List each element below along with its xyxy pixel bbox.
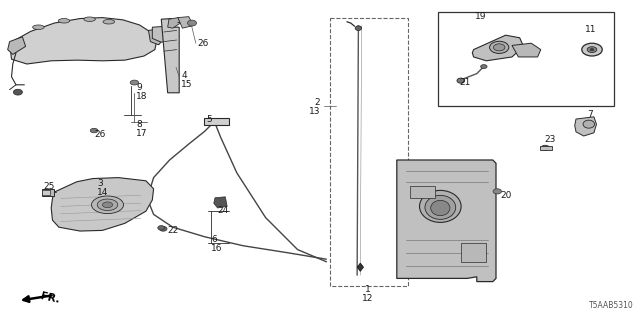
Text: 9: 9 (136, 83, 142, 92)
Text: 16: 16 (211, 244, 223, 253)
Text: 2: 2 (314, 98, 320, 107)
Ellipse shape (90, 128, 98, 133)
Ellipse shape (493, 189, 502, 194)
Ellipse shape (457, 78, 465, 83)
Ellipse shape (33, 25, 44, 29)
Ellipse shape (97, 199, 118, 211)
Polygon shape (8, 37, 26, 54)
Ellipse shape (92, 196, 124, 214)
Text: 7: 7 (588, 110, 593, 119)
Polygon shape (51, 178, 154, 231)
Polygon shape (168, 18, 180, 28)
Ellipse shape (588, 47, 596, 52)
Ellipse shape (420, 190, 461, 222)
Text: 19: 19 (475, 12, 486, 21)
Text: 22: 22 (168, 226, 179, 235)
Polygon shape (214, 197, 227, 208)
Text: 5: 5 (206, 115, 212, 124)
Text: 11: 11 (585, 25, 596, 34)
Bar (330, 18, 408, 286)
Text: 18: 18 (136, 92, 148, 100)
Polygon shape (148, 29, 165, 45)
Polygon shape (10, 18, 157, 64)
Ellipse shape (58, 19, 70, 23)
Ellipse shape (493, 44, 505, 51)
Bar (42, 189, 54, 196)
Text: 4: 4 (181, 71, 187, 80)
Text: 3: 3 (97, 179, 103, 188)
Polygon shape (410, 186, 435, 198)
Text: 20: 20 (500, 191, 512, 200)
Text: 17: 17 (136, 129, 148, 138)
Ellipse shape (159, 227, 167, 231)
Ellipse shape (157, 226, 165, 230)
Text: 25: 25 (44, 182, 55, 191)
Polygon shape (512, 43, 541, 57)
Text: FR.: FR. (40, 291, 61, 305)
Ellipse shape (481, 65, 487, 68)
Ellipse shape (541, 145, 550, 150)
Polygon shape (575, 117, 596, 136)
Bar (540, 146, 552, 150)
Text: 1: 1 (365, 285, 370, 294)
Ellipse shape (84, 17, 95, 21)
Polygon shape (161, 19, 179, 93)
Text: 26: 26 (197, 39, 209, 48)
Ellipse shape (102, 202, 113, 208)
Bar (204, 118, 229, 125)
Ellipse shape (431, 200, 450, 216)
Text: 8: 8 (136, 120, 142, 129)
Ellipse shape (13, 89, 22, 95)
Polygon shape (152, 26, 172, 42)
Ellipse shape (425, 195, 456, 220)
Text: 14: 14 (97, 188, 109, 196)
Ellipse shape (590, 48, 594, 51)
Ellipse shape (355, 26, 362, 30)
Ellipse shape (582, 43, 602, 56)
Polygon shape (472, 35, 524, 61)
Bar (438, 12, 614, 106)
Polygon shape (42, 190, 50, 195)
Polygon shape (397, 160, 496, 282)
Polygon shape (461, 243, 486, 262)
Polygon shape (178, 17, 193, 28)
Ellipse shape (188, 20, 196, 26)
Text: 24: 24 (217, 206, 228, 215)
Text: 13: 13 (308, 107, 320, 116)
Text: 12: 12 (362, 294, 373, 303)
Ellipse shape (103, 20, 115, 24)
Text: 15: 15 (181, 80, 193, 89)
Ellipse shape (490, 41, 509, 53)
Ellipse shape (131, 80, 139, 85)
Polygon shape (357, 263, 364, 271)
Text: 26: 26 (95, 130, 106, 139)
Text: T5AAB5310: T5AAB5310 (589, 301, 634, 310)
Text: 6: 6 (211, 236, 217, 244)
Ellipse shape (583, 120, 595, 128)
Text: 21: 21 (460, 78, 471, 87)
Text: 23: 23 (544, 135, 556, 144)
